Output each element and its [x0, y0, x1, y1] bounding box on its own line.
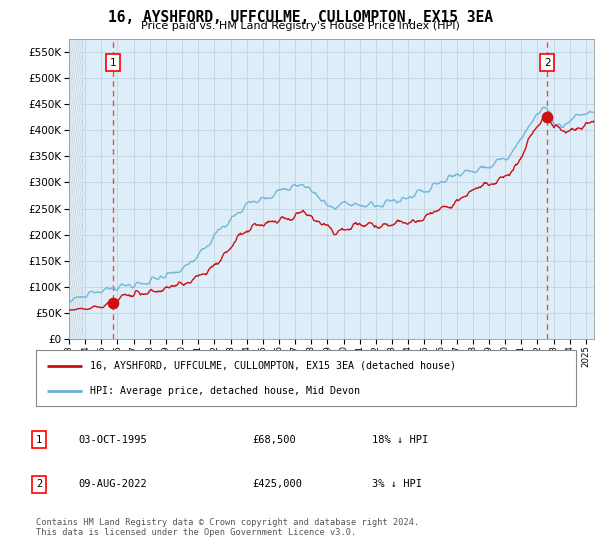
FancyBboxPatch shape — [36, 350, 576, 406]
Text: HPI: Average price, detached house, Mid Devon: HPI: Average price, detached house, Mid … — [90, 386, 360, 396]
Text: Price paid vs. HM Land Registry's House Price Index (HPI): Price paid vs. HM Land Registry's House … — [140, 21, 460, 31]
Text: £68,500: £68,500 — [252, 435, 296, 445]
Text: £425,000: £425,000 — [252, 479, 302, 489]
Point — [109, 298, 118, 307]
Text: 3% ↓ HPI: 3% ↓ HPI — [372, 479, 422, 489]
Text: 1: 1 — [110, 58, 117, 68]
Text: 18% ↓ HPI: 18% ↓ HPI — [372, 435, 428, 445]
Text: 09-AUG-2022: 09-AUG-2022 — [78, 479, 147, 489]
Text: Contains HM Land Registry data © Crown copyright and database right 2024.
This d: Contains HM Land Registry data © Crown c… — [36, 518, 419, 538]
Point — [542, 113, 552, 122]
Text: 03-OCT-1995: 03-OCT-1995 — [78, 435, 147, 445]
Text: 1: 1 — [36, 435, 42, 445]
Text: 16, AYSHFORD, UFFCULME, CULLOMPTON, EX15 3EA (detached house): 16, AYSHFORD, UFFCULME, CULLOMPTON, EX15… — [90, 361, 456, 371]
Text: 16, AYSHFORD, UFFCULME, CULLOMPTON, EX15 3EA: 16, AYSHFORD, UFFCULME, CULLOMPTON, EX15… — [107, 10, 493, 25]
Text: 2: 2 — [544, 58, 550, 68]
Text: 2: 2 — [36, 479, 42, 489]
